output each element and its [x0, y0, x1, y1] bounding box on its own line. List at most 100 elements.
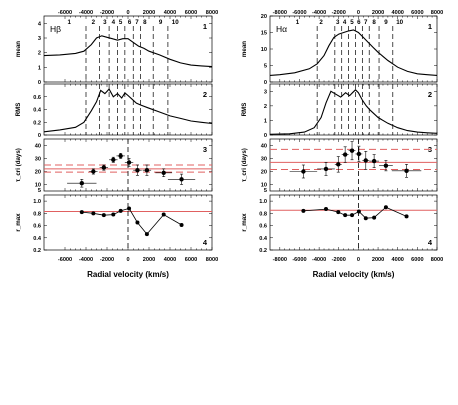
panel-number: 1 — [428, 22, 432, 31]
y-tick-label: 1.0 — [259, 199, 267, 205]
y-tick-label: 5 — [38, 188, 41, 194]
y-tick-label: 10 — [261, 183, 267, 189]
data-point — [404, 168, 409, 174]
data-point — [336, 210, 341, 215]
y-tick-label: 0.4 — [33, 236, 42, 242]
panel-number: 2 — [203, 90, 207, 99]
top-x-tick-label: 4000 — [164, 10, 176, 16]
top-x-tick-label: -4000 — [79, 10, 93, 16]
data-point — [91, 169, 96, 174]
data-point — [343, 213, 348, 218]
bottom-x-tick-label: 0 — [357, 257, 360, 263]
line-label: Hα — [276, 24, 287, 34]
data-point — [383, 205, 388, 210]
data-point — [127, 206, 132, 211]
top-x-tick-label: -2000 — [332, 10, 346, 16]
data-point — [179, 222, 184, 227]
y-axis-label: r_max — [241, 213, 248, 232]
bin-label: 9 — [384, 19, 388, 26]
data-point — [179, 177, 184, 182]
top-x-tick-label: 0 — [357, 10, 360, 16]
y-tick-label: 10 — [35, 183, 41, 189]
top-x-tick-label: 6000 — [411, 10, 423, 16]
data-point — [101, 165, 107, 170]
data-point — [101, 213, 106, 218]
bottom-x-tick-label: 4000 — [164, 257, 176, 263]
series-line — [81, 207, 182, 235]
panel-2: 0 0.2 0.4 0.6 RMS 2 — [15, 83, 213, 139]
series-line — [43, 88, 213, 133]
y-tick-label: 1 — [264, 118, 267, 124]
bin-label: 4 — [112, 19, 116, 26]
y-tick-label: 1.0 — [33, 199, 41, 205]
y-tick-label: 2 — [264, 104, 267, 110]
data-point — [118, 153, 123, 159]
panel-frame — [269, 194, 438, 251]
data-point — [323, 166, 329, 172]
panel-2: 0 1 2 3 RMS 2 — [241, 83, 438, 139]
y-axis-label: RMS — [15, 103, 22, 117]
bottom-x-tick-label: -6000 — [292, 257, 306, 263]
bin-label: 10 — [396, 19, 403, 26]
bin-label: 6 — [357, 19, 361, 26]
y-tick-label: 2 — [38, 51, 41, 57]
bottom-x-tick-label: 2000 — [372, 257, 384, 263]
y-tick-label: 4 — [38, 21, 42, 27]
y-tick-label: 1 — [38, 65, 41, 71]
y-tick-label: 10 — [261, 47, 267, 53]
bottom-x-tick-label: -2000 — [332, 257, 346, 263]
bin-label: 7 — [364, 19, 368, 26]
bin-label: 7 — [135, 19, 139, 26]
bin-label: 5 — [350, 19, 354, 26]
bin-label: 5 — [119, 19, 123, 26]
panel-number: 2 — [428, 90, 432, 99]
y-tick-label: 0 — [38, 133, 41, 139]
data-point — [336, 162, 341, 167]
series-line — [269, 89, 438, 135]
panel-4: 0.2 0.4 0.6 0.8 1.0 r_max 4 — [15, 194, 213, 254]
panel-number: 1 — [203, 22, 207, 31]
y-tick-label: 5 — [264, 188, 267, 194]
x-axis-label: Radial velocity (km/s) — [87, 270, 169, 279]
data-point — [356, 151, 362, 157]
bottom-x-tick-label: 8000 — [431, 257, 443, 263]
series-line — [43, 35, 213, 68]
top-x-tick-label: 2000 — [143, 10, 155, 16]
hbeta-figure: -6000 -4000 -2000 0 2000 4000 6000 8000-6000 -40… — [15, 10, 218, 279]
bin-label: 2 — [319, 19, 323, 26]
data-point — [350, 213, 355, 218]
data-point — [349, 148, 355, 153]
data-point — [111, 157, 116, 162]
bin-label: 2 — [92, 19, 96, 26]
y-tick-label: 0 — [264, 80, 267, 86]
data-point — [144, 168, 150, 173]
bottom-x-tick-label: -2000 — [100, 257, 114, 263]
data-point — [135, 168, 140, 173]
y-tick-label: 3 — [264, 89, 267, 95]
data-point — [301, 169, 306, 174]
y-tick-label: 0.4 — [33, 108, 42, 114]
panel-4: 0.2 0.4 0.6 0.8 1.0 r_max 4 — [241, 194, 438, 254]
series-line — [303, 206, 407, 219]
y-tick-label: 0.2 — [33, 120, 41, 126]
y-tick-label: 0.2 — [33, 248, 41, 254]
y-tick-label: 5 — [264, 64, 267, 70]
y-tick-label: 3 — [38, 36, 41, 42]
y-tick-label: 0.6 — [259, 224, 267, 230]
bin-label: 3 — [103, 19, 107, 26]
y-axis-label: r_max — [15, 213, 22, 232]
y-tick-label: 40 — [35, 144, 41, 150]
bottom-x-tick-label: 6000 — [411, 257, 423, 263]
top-x-tick-label: 4000 — [391, 10, 403, 16]
y-tick-label: 0.2 — [259, 248, 267, 254]
bottom-x-tick-label: 6000 — [185, 257, 197, 263]
top-x-tick-label: 0 — [126, 10, 129, 16]
data-point — [383, 163, 389, 168]
data-point — [356, 209, 361, 214]
data-point — [144, 232, 149, 237]
data-point — [161, 212, 166, 217]
